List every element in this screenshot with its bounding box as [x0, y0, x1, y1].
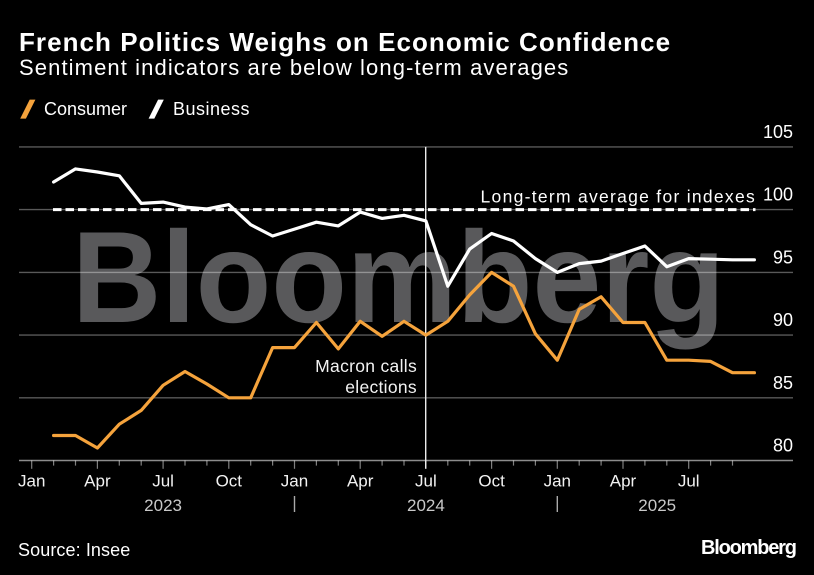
svg-text:100: 100 — [763, 185, 793, 205]
svg-text:2023: 2023 — [144, 496, 182, 515]
svg-text:Jan: Jan — [18, 472, 45, 491]
svg-text:Apr: Apr — [347, 472, 374, 491]
svg-text:Jan: Jan — [544, 472, 571, 491]
svg-text:Jul: Jul — [678, 472, 700, 491]
svg-text:Oct: Oct — [478, 472, 505, 491]
svg-text:80: 80 — [773, 436, 793, 456]
svg-text:Long-term average for indexes: Long-term average for indexes — [481, 187, 756, 207]
svg-text:105: 105 — [763, 122, 793, 142]
svg-text:Bloomberg: Bloomberg — [72, 204, 725, 350]
svg-text:Apr: Apr — [84, 472, 111, 491]
svg-text:Apr: Apr — [610, 472, 637, 491]
svg-text:95: 95 — [773, 247, 793, 267]
svg-text:Jan: Jan — [281, 472, 308, 491]
svg-text:2024: 2024 — [407, 496, 445, 515]
svg-text:Oct: Oct — [216, 472, 243, 491]
svg-text:85: 85 — [773, 373, 793, 393]
svg-text:2025: 2025 — [638, 496, 676, 515]
svg-text:90: 90 — [773, 310, 793, 330]
svg-text:Jul: Jul — [415, 472, 437, 491]
svg-text:Macron calls: Macron calls — [315, 356, 417, 376]
svg-text:elections: elections — [345, 377, 417, 397]
svg-text:Jul: Jul — [152, 472, 174, 491]
